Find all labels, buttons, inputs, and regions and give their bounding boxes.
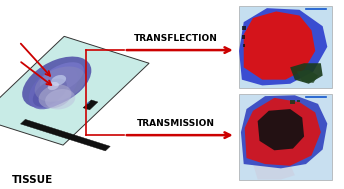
Bar: [290, 100, 295, 104]
Bar: [243, 44, 245, 47]
Ellipse shape: [45, 89, 75, 109]
Polygon shape: [241, 95, 327, 168]
Ellipse shape: [35, 67, 86, 102]
Ellipse shape: [40, 62, 84, 93]
Bar: [297, 100, 300, 102]
Bar: [242, 26, 246, 30]
Polygon shape: [245, 98, 321, 166]
Polygon shape: [253, 161, 295, 180]
Text: TRANSMISSION: TRANSMISSION: [137, 119, 214, 128]
Polygon shape: [21, 119, 110, 151]
Polygon shape: [290, 63, 323, 84]
Bar: [242, 35, 245, 39]
Polygon shape: [239, 8, 327, 85]
Ellipse shape: [51, 75, 66, 86]
Polygon shape: [244, 11, 315, 80]
Ellipse shape: [33, 79, 67, 107]
Polygon shape: [0, 36, 149, 145]
Text: TISSUE: TISSUE: [12, 175, 53, 185]
Bar: [239, 94, 332, 180]
Ellipse shape: [29, 66, 78, 109]
Polygon shape: [83, 100, 98, 110]
Text: TRANSFLECTION: TRANSFLECTION: [133, 33, 217, 43]
Ellipse shape: [22, 57, 92, 108]
Ellipse shape: [39, 84, 72, 108]
Bar: [239, 6, 332, 88]
Polygon shape: [297, 70, 318, 83]
Polygon shape: [258, 109, 304, 150]
Ellipse shape: [48, 82, 59, 90]
